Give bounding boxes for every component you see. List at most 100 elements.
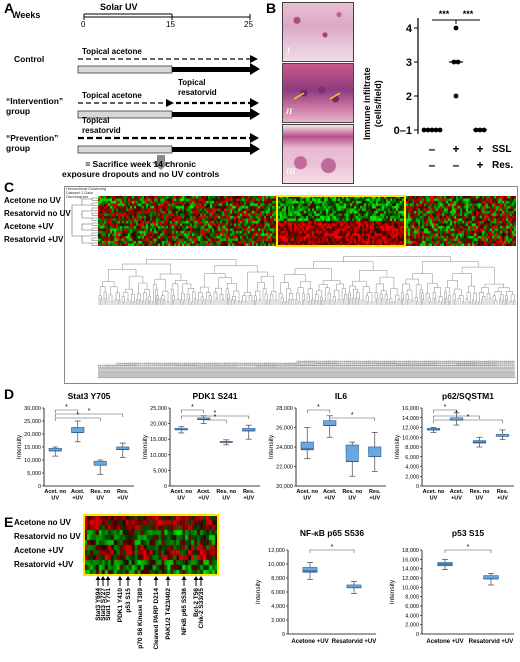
column-dendro-branch [123,301,126,305]
sig-star: * [331,544,334,551]
sig-label-1: *** [439,9,450,19]
protein-arrowhead [137,576,143,580]
column-dendro-branch [288,298,291,305]
column-dendro-branch [414,297,418,305]
row-dendro-branch [91,217,98,221]
column-dendro-branch [295,299,298,305]
y-tick-label: 6,000 [271,590,285,596]
column-dendro-branch [361,300,365,305]
column-dendro-branch [163,299,166,305]
column-dendro-branch [278,292,283,305]
column-dendro-branch [422,299,425,305]
box-upper [242,428,256,432]
column-dendro-branch [271,291,277,301]
heatmap-e-row-3: Acetone +UV [14,546,64,555]
chart-title: PDK1 S241 [193,391,238,401]
column-dendro-branch [402,298,405,305]
column-dendro-branch [234,299,237,305]
sig-bracket [54,409,79,413]
protein-arrowhead [105,576,111,580]
boxplot-pdk1-s241: PDK1 S241 0 5,000 10,000 15,000 20,000 25,000 A… [142,391,260,502]
sig-star: * [317,404,320,411]
column-dendro-branch [191,301,194,305]
column-dendro-branch [379,293,383,305]
column-dendro-branch [264,293,268,305]
protein-arrowhead [100,576,106,580]
sig-bracket [180,415,250,419]
group-control-label: Control [14,54,45,64]
chart-title: Stat3 Y705 [68,391,111,401]
category-label: UV [177,496,185,502]
sig-star: * [76,412,79,419]
column-dendro-branch [327,292,331,305]
column-dendro-branch [395,294,400,302]
group-prevention-label: “Prevention” group [6,133,59,153]
column-dendro-branch [215,287,222,295]
y-tick-label: 15,000 [24,445,41,451]
control-treatment-label: Topical acetone [82,47,142,56]
column-dendro-branch [478,301,481,305]
group-intervention-label: “Intervention” group [6,96,64,116]
column-dendro-branch [509,300,513,305]
column-dendro-branch [367,301,370,305]
immune-infiltrate-scatter: 0–1 2 3 4 *** *** – + + – – + SSL Res. [394,9,514,172]
column-dendro-branch [482,296,486,305]
column-dendro-branch [407,299,410,305]
box-upper [116,446,130,450]
protein-arrowhead [117,576,123,580]
column-dendro-branch [206,292,211,300]
column-dendro-branch [157,298,160,305]
column-dendro-branch [115,292,120,301]
row-dendro-branch [91,197,98,201]
box-upper [48,448,62,452]
y-tick-label: 4,000 [405,613,419,619]
scatter-ytick-label: 0–1 [394,125,412,137]
column-dendro-branch [114,299,118,305]
column-dendro-branch [343,298,346,305]
column-dendro-branch [156,295,159,305]
column-dendro-branch [133,301,136,305]
protein-label: Stat3 S727 [100,588,107,621]
column-dendro-branch [425,292,430,305]
category-label: +UV [243,496,254,502]
column-dendro-branch [416,301,419,305]
box-upper [93,461,107,466]
y-tick-label: 15,000 [150,437,167,443]
column-dendro-branch [499,298,502,305]
column-dendro-branch [173,299,176,305]
category-label: UV [430,496,438,502]
solar-uv-label: Solar UV [100,2,138,12]
heatmap-c [98,196,516,246]
category-label: Res. [369,489,381,495]
column-dendro-branch [219,293,224,305]
y-tick-label: 2,000 [271,618,285,624]
column-dendro-branch [160,298,163,305]
column-dendro-branch [429,301,432,305]
y-tick-label: 16,000 [402,406,419,412]
column-dendro-branch [334,300,337,305]
column-dendro-branch [432,291,436,305]
column-labels-c [98,310,516,380]
scatter-ytick-label: 3 [406,57,412,69]
ssl-row-label: SSL [492,144,511,155]
column-dendro-branch [381,297,384,305]
column-dendro-branch [215,297,219,305]
scatter-point [437,127,443,133]
column-dendro-branch [128,275,144,290]
column-dendro-branch [427,282,438,294]
sig-star: * [65,404,68,411]
category-label: Acet. no [44,489,66,495]
y-tick-label: 24,000 [276,445,293,451]
row-dendro-branch [81,235,92,244]
column-dendro-branch [402,283,410,293]
boxplot-p53-s15: p53 S15 0 2,000 4,000 6,000 8,000 10,000 12,000… [389,528,514,645]
row-dendro-branch [91,202,98,206]
sig-star: * [214,410,217,417]
sig-bracket [433,415,480,419]
scatter-ytick-label: 2 [406,91,412,103]
y-tick-label: 8,000 [405,595,419,601]
panel-a-diagram [77,13,260,170]
column-dendro-branch [365,295,369,305]
column-dendro-branch [182,283,192,294]
column-dendro-branch [444,291,447,305]
